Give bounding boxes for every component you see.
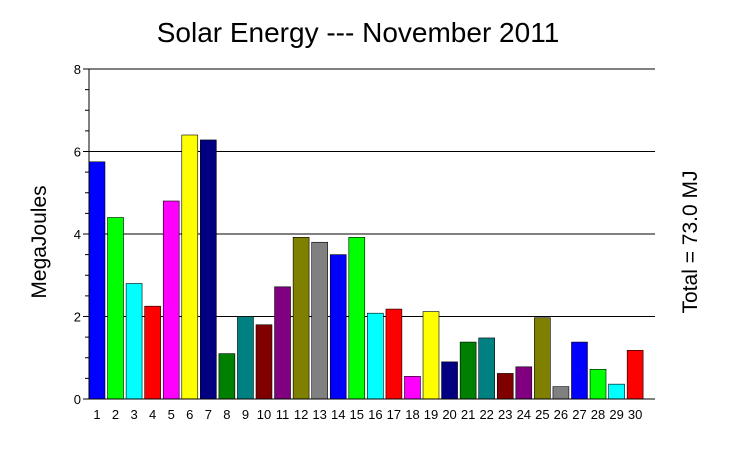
x-tick-label: 24 <box>517 407 531 422</box>
bar-day-24 <box>515 366 533 400</box>
bar-day-3 <box>125 283 143 400</box>
y-tick-label: 2 <box>74 310 81 325</box>
x-tick-label: 21 <box>461 407 475 422</box>
bar-day-19 <box>422 311 440 400</box>
y-tick-label: 6 <box>74 145 81 160</box>
bar-day-9 <box>237 316 254 400</box>
x-tick-label: 6 <box>186 407 193 422</box>
bar-day-21 <box>459 341 477 400</box>
bar-day-16 <box>367 312 384 400</box>
bar-day-1 <box>88 161 106 400</box>
y-tick-label: 4 <box>74 227 81 242</box>
bar-day-27 <box>571 341 588 400</box>
x-tick-label: 16 <box>368 407 382 422</box>
x-tick-label: 22 <box>479 407 493 422</box>
bar-day-8 <box>218 353 236 400</box>
bar-day-5 <box>162 200 180 400</box>
x-tick-label: 17 <box>387 407 401 422</box>
x-tick-label: 20 <box>442 407 456 422</box>
y-tick-label: 8 <box>74 62 81 77</box>
x-tick-label: 5 <box>168 407 175 422</box>
bar-day-17 <box>385 308 403 400</box>
x-tick-label: 27 <box>572 407 586 422</box>
bar-day-28 <box>589 368 607 400</box>
x-tick-label: 8 <box>223 407 230 422</box>
x-tick-label: 13 <box>312 407 326 422</box>
x-tick-label: 15 <box>350 407 364 422</box>
x-tick-label: 12 <box>294 407 308 422</box>
bar-day-25 <box>534 317 551 400</box>
y-axis-label: MegaJoules <box>28 185 51 298</box>
x-tick-labels: 1 2 3 4 5 6 7 8 9 10 11 12 13 14 15 16 17 18 19 20 21 22 23 24 2… <box>93 407 642 422</box>
y-tick-label: 0 <box>74 392 81 407</box>
bar-day-30 <box>626 350 644 400</box>
x-tick-label: 29 <box>609 407 623 422</box>
x-tick-label: 10 <box>257 407 271 422</box>
bar-day-20 <box>441 361 458 400</box>
x-tick-label: 7 <box>205 407 212 422</box>
bar-day-13 <box>311 241 328 400</box>
x-tick-label: 11 <box>276 407 290 422</box>
axes <box>83 68 655 400</box>
bar-day-14 <box>329 254 347 400</box>
bar-day-18 <box>404 376 421 400</box>
bar-day-2 <box>107 217 124 400</box>
x-tick-label: 9 <box>242 407 249 422</box>
x-tick-label: 4 <box>149 407 156 422</box>
y-tick-labels: 0 2 4 6 8 <box>74 62 81 407</box>
x-tick-label: 18 <box>405 407 419 422</box>
bar-day-11 <box>274 286 291 400</box>
total-label: Total = 73.0 MJ <box>679 171 702 314</box>
bar-day-12 <box>292 237 310 400</box>
chart-title: Solar Energy --- November 2011 <box>157 17 560 48</box>
x-tick-label: 26 <box>554 407 568 422</box>
bar-day-10 <box>255 324 273 400</box>
bar-day-15 <box>348 237 366 400</box>
bar-day-7 <box>200 139 217 400</box>
bar-day-6 <box>181 134 199 400</box>
bar-day-29 <box>608 383 625 400</box>
x-tick-label: 23 <box>498 407 512 422</box>
x-tick-label: 30 <box>628 407 642 422</box>
x-tick-label: 1 <box>93 407 100 422</box>
x-tick-label: 25 <box>535 407 549 422</box>
bar-series <box>88 134 644 400</box>
bar-day-4 <box>144 305 161 400</box>
x-tick-label: 2 <box>112 407 119 422</box>
bar-day-26 <box>552 386 570 400</box>
x-tick-label: 28 <box>591 407 605 422</box>
bar-day-22 <box>478 337 495 400</box>
x-tick-label: 14 <box>331 407 345 422</box>
x-tick-label: 3 <box>130 407 137 422</box>
bar-day-23 <box>496 373 514 400</box>
x-tick-label: 19 <box>424 407 438 422</box>
